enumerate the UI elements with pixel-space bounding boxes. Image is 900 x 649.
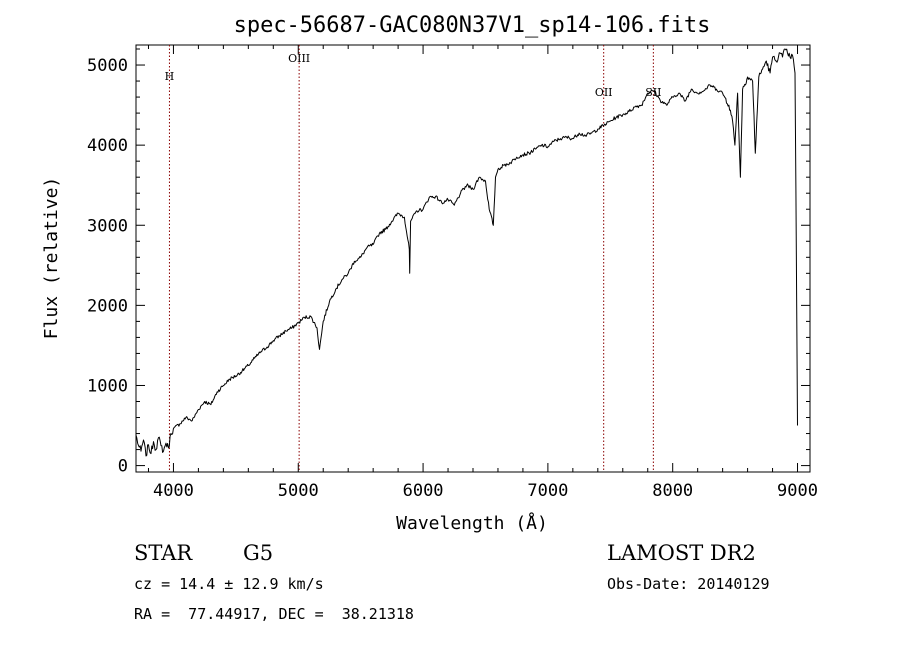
redshift-value: cz = 14.4 ± 12.9 km/s bbox=[134, 575, 324, 593]
x-tick-label: 8000 bbox=[652, 481, 693, 501]
observation-date: Obs-Date: 20140129 bbox=[607, 575, 770, 593]
x-axis-label: Wavelength (Å) bbox=[396, 512, 548, 534]
y-tick-label: 4000 bbox=[87, 136, 128, 156]
spectral-line-markers: H OIII OII SII bbox=[165, 45, 661, 472]
y-axis-label: Flux (relative) bbox=[41, 177, 62, 340]
y-tick-label: 0 bbox=[118, 457, 128, 477]
object-subclass: G5 bbox=[243, 541, 274, 565]
coordinates: RA = 77.44917, DEC = 38.21318 bbox=[134, 605, 414, 623]
line-label-h: H bbox=[165, 70, 175, 83]
x-tick-label: 5000 bbox=[278, 481, 319, 501]
y-tick-label: 3000 bbox=[87, 216, 128, 236]
y-tick-label: 2000 bbox=[87, 296, 128, 316]
plot-frame bbox=[135, 44, 811, 473]
y-tick-label: 5000 bbox=[87, 56, 128, 76]
y-tick-label: 1000 bbox=[87, 376, 128, 396]
line-label-oiii: OIII bbox=[288, 52, 310, 65]
x-tick-label: 7000 bbox=[527, 481, 568, 501]
x-axis-ticks: 4000 5000 6000 7000 8000 9000 bbox=[147, 45, 818, 501]
survey-name: LAMOST DR2 bbox=[607, 541, 756, 565]
chart-title: spec-56687-GAC080N37V1_sp14-106.fits bbox=[234, 13, 711, 38]
x-tick-label: 6000 bbox=[403, 481, 444, 501]
x-tick-label: 9000 bbox=[777, 481, 818, 501]
object-class: STAR bbox=[134, 541, 193, 565]
y-axis-ticks: 0 1000 2000 3000 4000 5000 bbox=[87, 48, 810, 477]
line-label-sii: SII bbox=[645, 86, 661, 99]
x-tick-label: 4000 bbox=[153, 481, 194, 501]
line-label-oii: OII bbox=[595, 86, 613, 99]
spectrum-line bbox=[135, 48, 798, 457]
spectrum-chart: spec-56687-GAC080N37V1_sp14-106.fits 400… bbox=[41, 13, 818, 534]
